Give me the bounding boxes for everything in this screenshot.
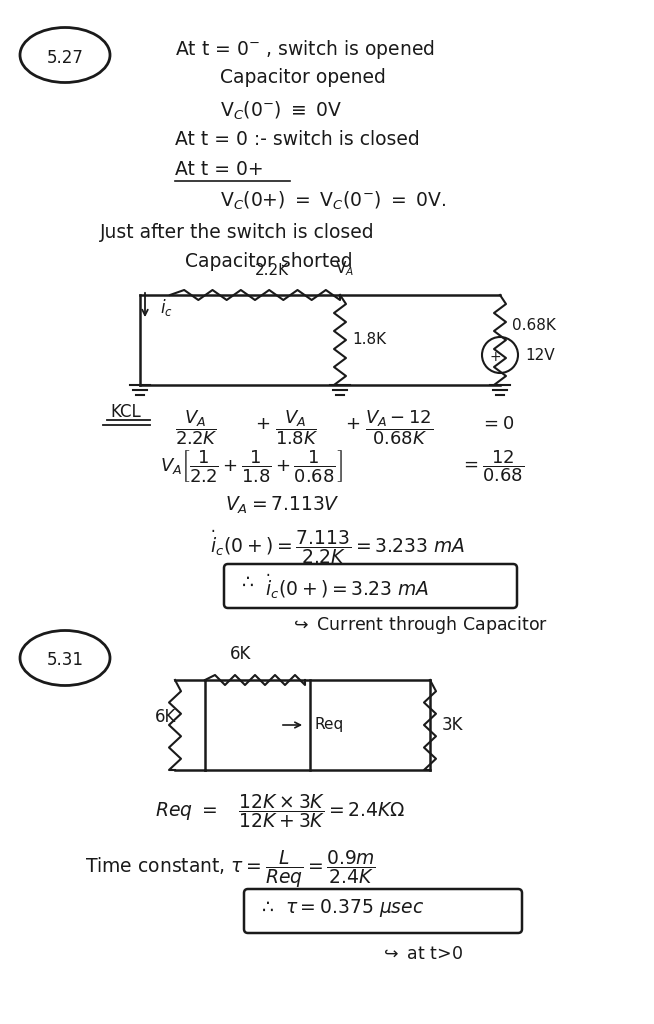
Text: $+$: $+$ bbox=[345, 415, 360, 433]
Text: $= \dfrac{12}{0.68}$: $= \dfrac{12}{0.68}$ bbox=[460, 449, 524, 483]
Text: V$_C$(0+) $=$ V$_C$(0$^{-}$) $=$ 0V.: V$_C$(0+) $=$ V$_C$(0$^{-}$) $=$ 0V. bbox=[220, 190, 447, 212]
Text: $\dfrac{V_A}{2.2K}$: $\dfrac{V_A}{2.2K}$ bbox=[175, 408, 218, 446]
Text: 12V: 12V bbox=[525, 347, 555, 362]
Text: $\dot{i}_c(0+) = \dfrac{7.113}{2.2K} = 3.233\ mA$: $\dot{i}_c(0+) = \dfrac{7.113}{2.2K} = 3… bbox=[210, 528, 466, 566]
Text: +: + bbox=[489, 350, 501, 364]
Text: 2.2K: 2.2K bbox=[255, 263, 289, 278]
Text: $\dfrac{V_A - 12}{0.68K}$: $\dfrac{V_A - 12}{0.68K}$ bbox=[365, 408, 434, 446]
Text: V$_C$(0$^{-}$) $\equiv$ 0V: V$_C$(0$^{-}$) $\equiv$ 0V bbox=[220, 100, 343, 122]
Text: $V_A \left[\dfrac{1}{2.2} + \dfrac{1}{1.8} + \dfrac{1}{0.68}\right]$: $V_A \left[\dfrac{1}{2.2} + \dfrac{1}{1.… bbox=[160, 449, 343, 484]
Text: $V_A = 7.113V$: $V_A = 7.113V$ bbox=[225, 495, 339, 516]
Text: $\dot{i}_c(0+) = 3.23\ mA$: $\dot{i}_c(0+) = 3.23\ mA$ bbox=[265, 572, 430, 601]
Text: $\dfrac{V_A}{1.8K}$: $\dfrac{V_A}{1.8K}$ bbox=[275, 408, 318, 446]
Text: At t = 0+: At t = 0+ bbox=[175, 160, 264, 179]
Text: 6K: 6K bbox=[155, 708, 177, 726]
Text: Req: Req bbox=[315, 718, 344, 732]
Text: 3K: 3K bbox=[442, 716, 464, 734]
Text: $\hookrightarrow$ at t>0: $\hookrightarrow$ at t>0 bbox=[380, 945, 463, 963]
Text: KCL: KCL bbox=[110, 403, 141, 421]
Text: $= 0$: $= 0$ bbox=[480, 415, 514, 433]
Text: At t = 0$^{-}$ , switch is opened: At t = 0$^{-}$ , switch is opened bbox=[175, 38, 435, 61]
Text: $i_c$: $i_c$ bbox=[160, 297, 173, 317]
Text: $Req\ = \quad \dfrac{12K \times 3K}{12K + 3K} = 2.4K\Omega$: $Req\ = \quad \dfrac{12K \times 3K}{12K … bbox=[155, 792, 405, 829]
Text: $\hookrightarrow$ Current through Capacitor: $\hookrightarrow$ Current through Capaci… bbox=[290, 614, 548, 636]
Text: Just after the switch is closed: Just after the switch is closed bbox=[100, 223, 375, 242]
Text: Capacitor opened: Capacitor opened bbox=[220, 68, 386, 87]
Text: $\therefore$: $\therefore$ bbox=[258, 897, 275, 916]
Text: At t = 0 :- switch is closed: At t = 0 :- switch is closed bbox=[175, 130, 420, 150]
Text: 6K: 6K bbox=[230, 645, 251, 663]
Text: 5.27: 5.27 bbox=[46, 49, 84, 67]
Text: Time constant, $\tau = \dfrac{L}{Req} = \dfrac{0.9m}{2.4K}$: Time constant, $\tau = \dfrac{L}{Req} = … bbox=[85, 848, 375, 890]
Text: $\therefore$: $\therefore$ bbox=[238, 572, 254, 591]
Text: 1.8K: 1.8K bbox=[352, 333, 386, 347]
Text: Capacitor shorted: Capacitor shorted bbox=[185, 252, 353, 271]
Text: $\tau = 0.375\ \mu sec$: $\tau = 0.375\ \mu sec$ bbox=[285, 897, 424, 919]
Text: 5.31: 5.31 bbox=[46, 651, 84, 669]
Text: 0.68K: 0.68K bbox=[512, 317, 556, 333]
Text: $+$: $+$ bbox=[255, 415, 270, 433]
Text: V$_A$: V$_A$ bbox=[335, 259, 354, 278]
